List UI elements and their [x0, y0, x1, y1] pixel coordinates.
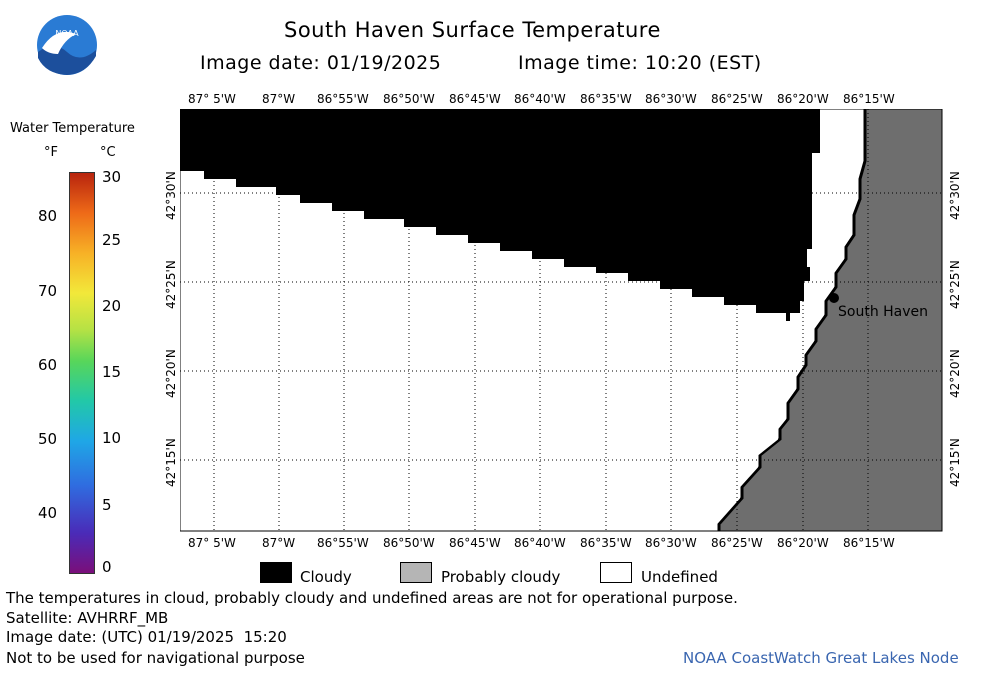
lon-tick-top: 86°15'W — [843, 92, 895, 106]
graticule — [180, 109, 942, 531]
lon-tick-bottom: 86°15'W — [843, 536, 895, 550]
south-haven-marker — [829, 293, 839, 303]
c-tick-15: 15 — [102, 363, 122, 381]
lat-tick-left: 42°25'N — [164, 260, 178, 309]
lat-tick-right: 42°20'N — [948, 349, 962, 398]
lon-tick-top: 86°30'W — [645, 92, 697, 106]
lon-tick-top: 87°W — [262, 92, 296, 106]
nav-warning-text: Not to be used for navigational purpose — [6, 649, 305, 667]
lat-tick-left: 42°15'N — [164, 438, 178, 487]
lon-tick-top: 87° 5'W — [188, 92, 236, 106]
f-tick-80: 80 — [38, 207, 58, 225]
lat-tick-left: 42°30'N — [164, 171, 178, 220]
lon-tick-bottom: 86°35'W — [580, 536, 632, 550]
lon-tick-bottom: 87° 5'W — [188, 536, 236, 550]
lon-tick-bottom: 86°20'W — [777, 536, 829, 550]
land-area — [719, 109, 942, 531]
lon-tick-top: 86°40'W — [514, 92, 566, 106]
lon-tick-top: 86°25'W — [711, 92, 763, 106]
lon-tick-bottom: 86°55'W — [317, 536, 369, 550]
south-haven-label: South Haven — [838, 304, 928, 320]
lon-tick-top: 86°50'W — [383, 92, 435, 106]
c-tick-20: 20 — [102, 297, 122, 315]
legend-swatch-undefined — [600, 562, 632, 583]
lon-tick-bottom: 86°30'W — [645, 536, 697, 550]
colorbar-title: Water Temperature — [10, 121, 135, 136]
f-tick-70: 70 — [38, 282, 58, 300]
lon-tick-top: 86°20'W — [777, 92, 829, 106]
legend-label-probably-cloudy: Probably cloudy — [441, 568, 561, 586]
map-panel: South Haven — [180, 109, 943, 532]
lon-tick-bottom: 86°50'W — [383, 536, 435, 550]
lon-tick-bottom: 86°40'W — [514, 536, 566, 550]
f-tick-40: 40 — [38, 504, 58, 522]
lon-tick-top: 86°45'W — [449, 92, 501, 106]
c-tick-5: 5 — [102, 496, 112, 514]
logo-text: NOAA — [55, 29, 79, 38]
c-tick-10: 10 — [102, 429, 122, 447]
legend-label-undefined: Undefined — [641, 568, 718, 586]
c-tick-30: 30 — [102, 168, 122, 186]
lat-tick-right: 42°30'N — [948, 171, 962, 220]
legend-swatch-cloudy — [260, 562, 292, 583]
f-tick-50: 50 — [38, 430, 58, 448]
lon-tick-bottom: 86°25'W — [711, 536, 763, 550]
utc-date-text: Image date: (UTC) 01/19/2025 15:20 — [6, 628, 287, 646]
legend-label-cloudy: Cloudy — [300, 568, 352, 586]
lon-tick-bottom: 87°W — [262, 536, 296, 550]
page-title: South Haven Surface Temperature — [284, 18, 661, 42]
c-tick-25: 25 — [102, 231, 122, 249]
f-tick-60: 60 — [38, 356, 58, 374]
lon-tick-bottom: 86°45'W — [449, 536, 501, 550]
c-tick-0: 0 — [102, 558, 112, 576]
noaa-logo: NOAA — [37, 15, 97, 75]
disclaimer-text: The temperatures in cloud, probably clou… — [6, 589, 738, 607]
lon-tick-top: 86°55'W — [317, 92, 369, 106]
legend-swatch-probably-cloudy — [400, 562, 432, 583]
colorbar-gradient — [69, 172, 95, 574]
lat-tick-right: 42°15'N — [948, 438, 962, 487]
shoreline — [717, 109, 867, 531]
cloud-area — [180, 109, 820, 321]
lon-tick-top: 86°35'W — [580, 92, 632, 106]
colorbar-unit-f: °F — [44, 145, 58, 160]
image-time-label: Image time: 10:20 (EST) — [518, 52, 762, 74]
lat-tick-left: 42°20'N — [164, 349, 178, 398]
credit-text: NOAA CoastWatch Great Lakes Node — [683, 649, 959, 667]
lat-tick-right: 42°25'N — [948, 260, 962, 309]
colorbar-unit-c: °C — [100, 145, 116, 160]
image-date-label: Image date: 01/19/2025 — [200, 52, 442, 74]
satellite-text: Satellite: AVHRRF_MB — [6, 609, 169, 627]
